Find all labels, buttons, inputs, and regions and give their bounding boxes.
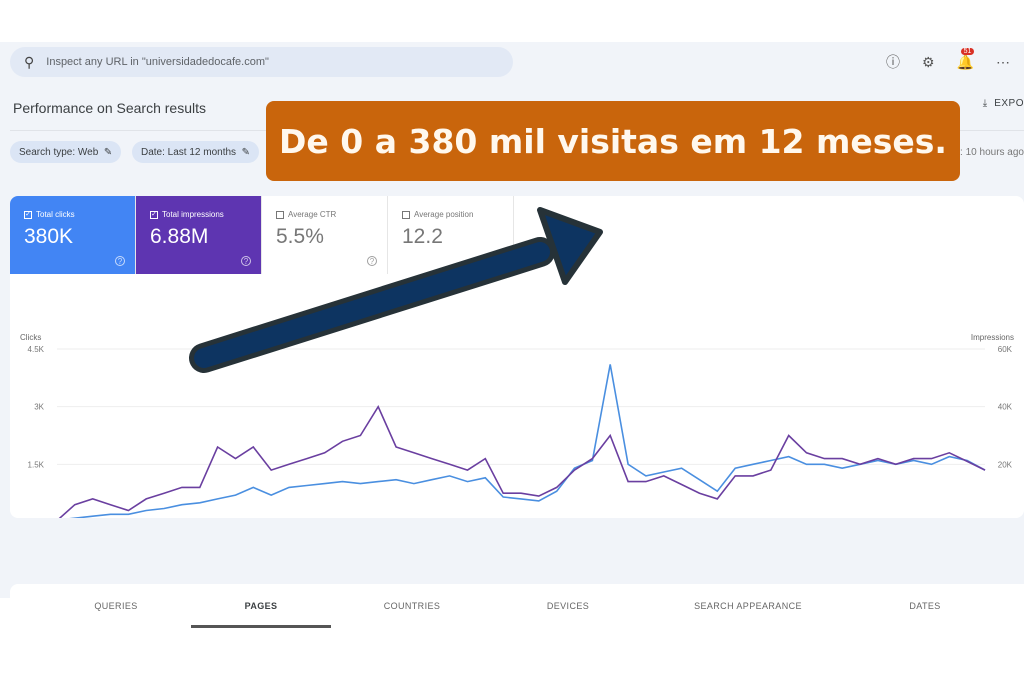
checkbox-checked-icon: ✓ (24, 210, 32, 219)
chip-label: Search type: Web (19, 146, 99, 158)
last-updated: t: 10 hours ago (957, 147, 1024, 158)
search-icon: ⚲ (24, 53, 35, 70)
filter-search-type[interactable]: Search type: Web ✎ (10, 141, 122, 163)
checkbox-icon (402, 210, 410, 219)
right-tick-label: 60K (998, 345, 1013, 354)
edit-icon: ✎ (241, 146, 251, 158)
right-tick-label: 40K (998, 403, 1013, 412)
metric-total-clicks[interactable]: ✓ Total clicks 380K ? (10, 196, 136, 274)
tab-search-appearance[interactable]: SEARCH APPEARANCE (694, 601, 802, 611)
metric-label: Average position (414, 210, 474, 219)
checkbox-icon (276, 210, 284, 219)
overlay-banner: De 0 a 380 mil visitas em 12 meses. (266, 101, 960, 181)
metric-label: Total impressions (162, 210, 224, 219)
help-icon[interactable]: ? (115, 256, 125, 266)
filter-date[interactable]: Date: Last 12 months ✎ (132, 141, 260, 163)
page-title: Performance on Search results (13, 100, 206, 116)
chip-label: Date: Last 12 months (141, 146, 237, 158)
help-icon[interactable]: ⓘ (886, 54, 900, 70)
tab-pages[interactable]: PAGES (244, 601, 278, 611)
metric-value: 380K (24, 225, 74, 248)
right-axis-label: Impressions (971, 333, 1014, 342)
search-placeholder: Inspect any URL in "universidadedocafe.c… (46, 56, 269, 68)
left-tick-label: 1.5K (28, 460, 45, 469)
url-inspect-search[interactable]: ⚲ Inspect any URL in "universidadedocafe… (10, 47, 513, 77)
tab-dates[interactable]: DATES (909, 601, 941, 611)
performance-card: ✓ Total clicks 380K ? ✓ Total impressions … (10, 196, 1024, 518)
metric-label: Total clicks (36, 210, 75, 219)
left-tick-label: 3K (34, 403, 44, 412)
dimension-tabs: QUERIES PAGES COUNTRIES DEVICES SEARCH A… (10, 584, 1024, 640)
right-tick-label: 20K (998, 460, 1013, 469)
series-line-impressions (58, 404, 986, 518)
tab-queries[interactable]: QUERIES (94, 601, 138, 611)
edit-icon: ✎ (103, 146, 113, 158)
notifications-icon[interactable]: 🔔 51 (956, 47, 975, 70)
manage-users-icon[interactable]: ⚙ (922, 53, 935, 70)
export-button[interactable]: ⤓ EXPO (983, 98, 1024, 109)
notification-badge: 51 (960, 47, 975, 55)
tab-devices[interactable]: DEVICES (546, 601, 590, 611)
metric-label: Average CTR (288, 210, 337, 219)
left-axis-label: Clicks (20, 333, 41, 342)
apps-grid-icon[interactable]: ⋯ (996, 53, 1010, 70)
performance-chart: ClicksImpressions001.5K20K3K40K4.5K60K4/… (20, 333, 1014, 518)
download-icon: ⤓ (982, 98, 988, 109)
active-tab-indicator (191, 625, 331, 628)
left-tick-label: 4.5K (28, 345, 45, 354)
tab-countries[interactable]: COUNTRIES (383, 601, 441, 611)
checkbox-checked-icon: ✓ (150, 210, 158, 219)
export-label: EXPO (994, 98, 1024, 109)
series-line-clicks (69, 364, 986, 518)
